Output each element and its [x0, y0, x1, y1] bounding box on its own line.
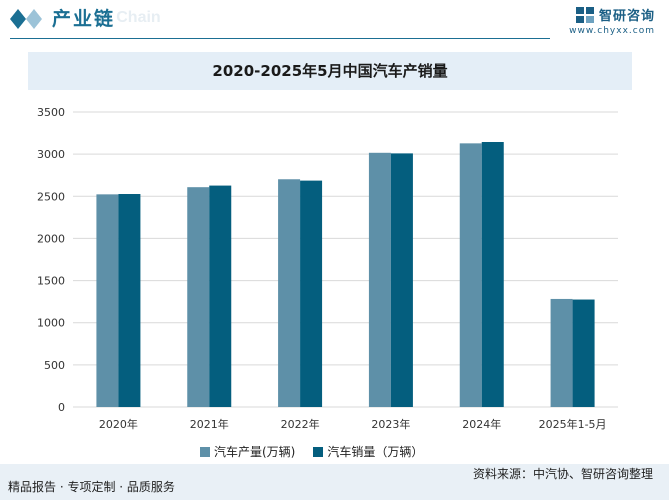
x-tick-label: 2024年	[462, 417, 501, 431]
bar	[368, 152, 391, 407]
section-watermark: ial Chain	[94, 9, 161, 26]
legend-item-production: 汽车产量(万辆)	[200, 443, 295, 460]
chart-title: 2020-2025年5月中国汽车产销量	[212, 62, 448, 80]
chart-title-band: 2020-2025年5月中国汽车产销量	[28, 52, 632, 90]
brand: 智研咨询 www.chyxx.com	[569, 5, 655, 36]
y-tick-label: 2000	[37, 232, 65, 245]
legend-label-sales: 汽车销量（万辆）	[327, 445, 424, 459]
legend-swatch-production	[200, 446, 210, 457]
brand-url: www.chyxx.com	[569, 26, 655, 36]
x-tick-label: 2023年	[371, 417, 410, 431]
bar	[459, 143, 482, 407]
footer-tagline: 精品报告 · 专项定制 · 品质服务	[8, 480, 175, 494]
x-tick-label: 2025年1-5月	[539, 417, 607, 431]
legend-item-sales: 汽车销量（万辆）	[313, 443, 423, 460]
bar	[300, 180, 323, 407]
legend-swatch-sales	[313, 446, 324, 457]
source-note: 资料来源：中汽协、智研咨询整理	[472, 467, 653, 481]
brand-logo-icon	[575, 6, 594, 23]
y-tick-label: 1000	[37, 317, 65, 330]
header: ial Chain 产业链 智研咨询 www.chyxx.com	[0, 0, 669, 40]
x-tick-label: 2020年	[99, 417, 138, 431]
header-divider	[10, 38, 550, 39]
y-tick-label: 2500	[37, 190, 65, 203]
bar	[118, 194, 141, 407]
bar	[187, 187, 210, 407]
bar	[550, 298, 573, 407]
y-tick-label: 500	[44, 359, 65, 372]
legend-label-production: 汽车产量(万辆)	[214, 445, 296, 459]
bar	[278, 179, 301, 407]
bar	[390, 153, 413, 407]
y-tick-label: 3000	[37, 148, 65, 161]
footer-bar	[0, 464, 669, 500]
chart-legend: 汽车产量(万辆) 汽车销量（万辆）	[200, 443, 423, 460]
bar	[96, 194, 119, 407]
y-tick-label: 0	[58, 401, 65, 414]
section-title: 产业链	[52, 8, 116, 30]
bar	[481, 142, 504, 407]
y-tick-label: 1500	[37, 275, 65, 288]
y-tick-label: 3500	[37, 106, 65, 119]
bar	[209, 185, 232, 407]
brand-name: 智研咨询	[598, 9, 655, 24]
x-tick-label: 2021年	[190, 417, 229, 431]
x-tick-label: 2022年	[281, 417, 320, 431]
diamond-icon	[10, 9, 42, 29]
bar-chart: 0 500 1000 1500 2000 2500 3000 3500 2020年 2021年 20…	[37, 106, 618, 431]
bar	[572, 299, 595, 407]
